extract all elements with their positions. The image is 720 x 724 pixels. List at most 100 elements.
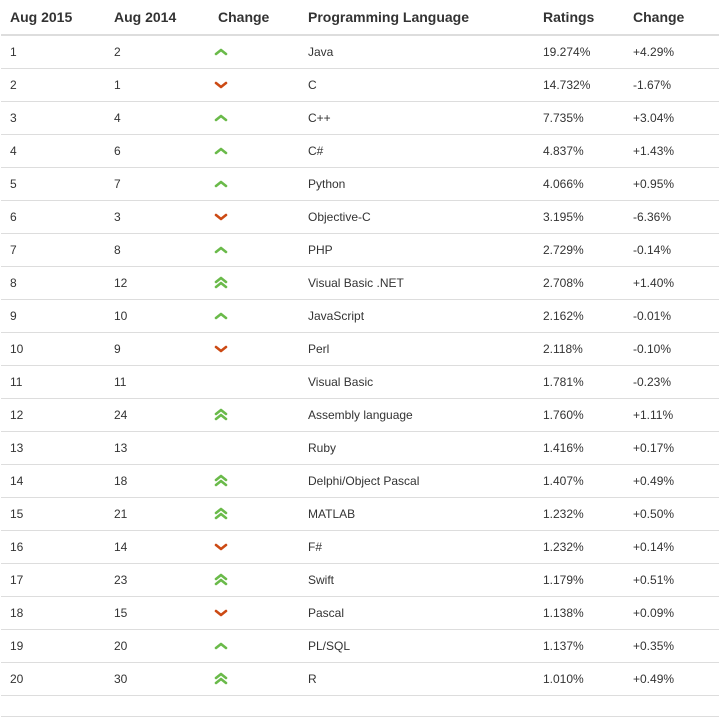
change-indicator <box>209 662 299 696</box>
rank-aug-2015: 8 <box>1 266 105 300</box>
language-name: R <box>299 662 534 696</box>
rating-value: 4.837% <box>534 134 624 168</box>
rank-aug-2015: 3 <box>1 101 105 135</box>
rating-change: -0.10% <box>624 332 719 366</box>
table-row: 1 2 Java 19.274% +4.29% <box>1 35 719 69</box>
chevron-up-icon <box>211 243 231 257</box>
rank-aug-2014: 21 <box>105 497 209 531</box>
language-name: Swift <box>299 563 534 597</box>
rank-aug-2015: 2 <box>1 68 105 102</box>
language-name: Pascal <box>299 596 534 630</box>
change-indicator <box>209 134 299 168</box>
change-indicator <box>209 200 299 234</box>
change-indicator <box>209 68 299 102</box>
double-chevron-up-icon <box>211 507 231 521</box>
rank-aug-2014: 3 <box>105 200 209 234</box>
chevron-up-icon <box>211 144 231 158</box>
table-row: 12 24 Assembly language 1.760% +1.11% <box>1 398 719 432</box>
rating-value: 14.732% <box>534 68 624 102</box>
rating-value: 1.407% <box>534 464 624 498</box>
rating-change: +1.43% <box>624 134 719 168</box>
rank-aug-2014: 4 <box>105 101 209 135</box>
change-indicator <box>209 629 299 663</box>
rank-aug-2015: 20 <box>1 662 105 696</box>
table-row: 19 20 PL/SQL 1.137% +0.35% <box>1 629 719 663</box>
chevron-down-icon <box>211 78 231 92</box>
rating-change: -0.23% <box>624 365 719 399</box>
rank-aug-2014: 6 <box>105 134 209 168</box>
table-row: 8 12 Visual Basic .NET 2.708% +1.40% <box>1 266 719 300</box>
rank-aug-2014: 20 <box>105 629 209 663</box>
language-name: MATLAB <box>299 497 534 531</box>
rating-change: +0.49% <box>624 662 719 696</box>
rank-aug-2014: 9 <box>105 332 209 366</box>
change-indicator <box>209 530 299 564</box>
rank-aug-2015: 1 <box>1 35 105 69</box>
double-chevron-up-icon <box>211 672 231 686</box>
rating-change: +0.09% <box>624 596 719 630</box>
language-name: PL/SQL <box>299 629 534 663</box>
double-chevron-up-icon <box>211 276 231 290</box>
rating-value: 1.416% <box>534 431 624 465</box>
language-name: F# <box>299 530 534 564</box>
language-name: Ruby <box>299 431 534 465</box>
rank-aug-2015: 10 <box>1 332 105 366</box>
rating-value: 1.138% <box>534 596 624 630</box>
rating-value: 2.729% <box>534 233 624 267</box>
language-name: JavaScript <box>299 299 534 333</box>
table-row: 5 7 Python 4.066% +0.95% <box>1 167 719 201</box>
table-row: 20 30 R 1.010% +0.49% <box>1 662 719 696</box>
table-row: 18 15 Pascal 1.138% +0.09% <box>1 596 719 630</box>
header-programming-language: Programming Language <box>299 0 534 36</box>
double-chevron-up-icon <box>211 408 231 422</box>
rating-value: 1.137% <box>534 629 624 663</box>
rank-aug-2014: 15 <box>105 596 209 630</box>
double-chevron-up-icon <box>211 573 231 587</box>
table-row: 15 21 MATLAB 1.232% +0.50% <box>1 497 719 531</box>
rank-aug-2014: 1 <box>105 68 209 102</box>
rating-change: +0.14% <box>624 530 719 564</box>
chevron-down-icon <box>211 606 231 620</box>
chevron-up-icon <box>211 111 231 125</box>
rank-aug-2015: 18 <box>1 596 105 630</box>
header-aug-2015: Aug 2015 <box>1 0 105 36</box>
rating-value: 1.781% <box>534 365 624 399</box>
rank-aug-2015: 16 <box>1 530 105 564</box>
language-name: Perl <box>299 332 534 366</box>
rating-value: 1.010% <box>534 662 624 696</box>
language-name: C++ <box>299 101 534 135</box>
rank-aug-2015: 6 <box>1 200 105 234</box>
language-name: Assembly language <box>299 398 534 432</box>
chevron-down-icon <box>211 540 231 554</box>
rating-value: 1.232% <box>534 497 624 531</box>
change-indicator <box>209 497 299 531</box>
change-indicator <box>209 563 299 597</box>
rank-aug-2014: 11 <box>105 365 209 399</box>
ranking-table: Aug 2015 Aug 2014 Change Programming Lan… <box>1 0 719 696</box>
header-row: Aug 2015 Aug 2014 Change Programming Lan… <box>1 0 719 36</box>
rating-change: -1.67% <box>624 68 719 102</box>
change-indicator <box>209 431 299 465</box>
language-name: Delphi/Object Pascal <box>299 464 534 498</box>
rating-value: 4.066% <box>534 167 624 201</box>
rank-aug-2014: 12 <box>105 266 209 300</box>
change-indicator <box>209 299 299 333</box>
header-change-icon: Change <box>209 0 299 36</box>
chevron-up-icon <box>211 177 231 191</box>
rating-value: 7.735% <box>534 101 624 135</box>
rank-aug-2014: 24 <box>105 398 209 432</box>
change-indicator <box>209 35 299 69</box>
rating-change: +0.95% <box>624 167 719 201</box>
rank-aug-2015: 17 <box>1 563 105 597</box>
table-body: 1 2 Java 19.274% +4.29% 2 1 C 14.732% -1.67% 3 4 C++… <box>1 35 719 696</box>
language-name: Java <box>299 35 534 69</box>
rank-aug-2014: 10 <box>105 299 209 333</box>
double-chevron-up-icon <box>211 474 231 488</box>
rating-change: +0.35% <box>624 629 719 663</box>
rating-change: +0.49% <box>624 464 719 498</box>
rating-change: +0.17% <box>624 431 719 465</box>
rating-change: -0.01% <box>624 299 719 333</box>
rating-value: 3.195% <box>534 200 624 234</box>
table-row: 16 14 F# 1.232% +0.14% <box>1 530 719 564</box>
rank-aug-2014: 13 <box>105 431 209 465</box>
